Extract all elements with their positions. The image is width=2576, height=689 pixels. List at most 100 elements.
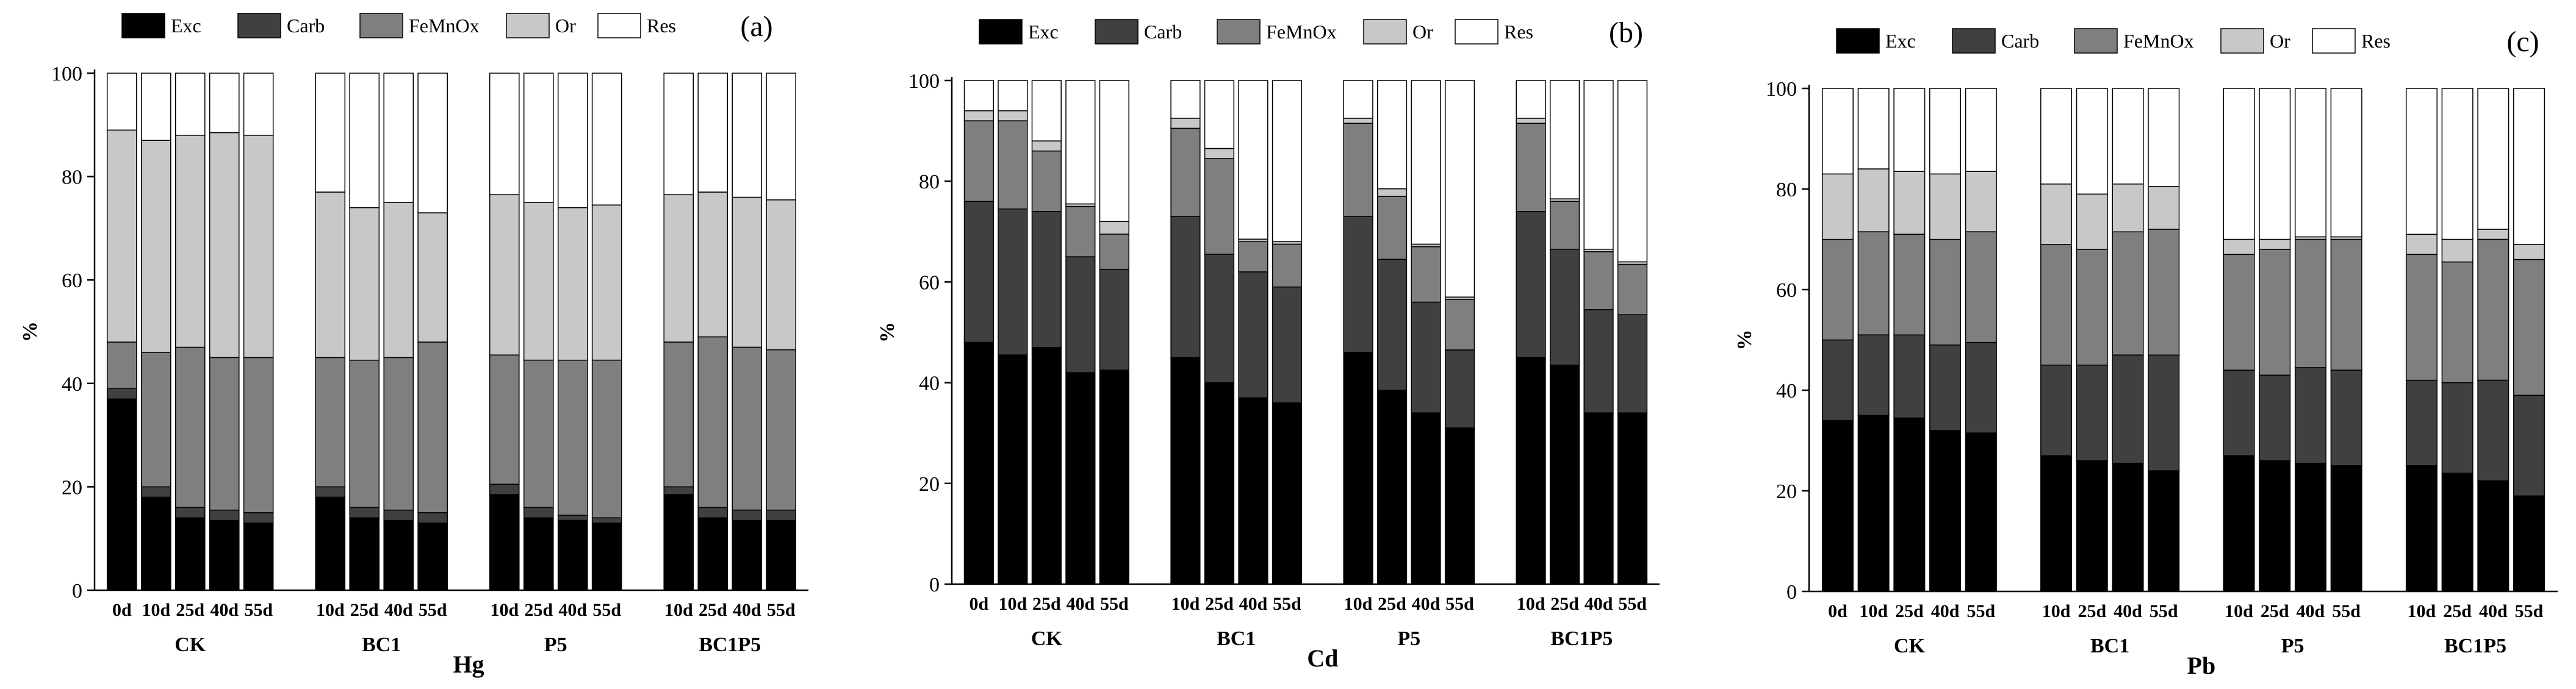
bar-Cd-CK-25d-Res: [1031, 80, 1062, 141]
bar-Cd-CK-55d-Res: [1099, 80, 1129, 223]
group-label-BC1P5: BC1P5: [1550, 627, 1613, 650]
bar-Cd-CK-55d-Or: [1099, 221, 1129, 235]
bar-Hg-CK-40d-Exc: [209, 519, 240, 591]
x-tick-label: 10d: [1344, 594, 1373, 614]
bar-Hg-CK-0d-Res: [106, 73, 137, 131]
bar-Cd-P5-10d-Exc: [1343, 352, 1373, 585]
bar-Cd-P5-25d-Or: [1376, 188, 1408, 197]
bar-Cd-BC1P5-40d-Res: [1583, 80, 1614, 250]
x-tick-label: 25d: [1032, 594, 1061, 614]
x-tick-label: 10d: [2225, 601, 2253, 621]
bar-Pb-BC1-10d-FeMnOx: [2040, 244, 2073, 366]
bar-Pb-BC1-10d-Exc: [2040, 455, 2073, 592]
group-label-BC1P5: BC1P5: [2444, 635, 2506, 657]
group-label-BC1: BC1: [362, 634, 401, 656]
x-tick-label: 55d: [1618, 594, 1647, 614]
x-tick-label: 10d: [999, 594, 1027, 614]
bar-Hg-BC1P5-25d-Or: [697, 191, 729, 338]
x-tick-label: 55d: [1100, 594, 1129, 614]
bar-Hg-BC1P5-55d-Or: [766, 199, 796, 351]
bar-Cd-BC1-55d-Carb: [1272, 286, 1303, 404]
x-tick-label: 55d: [767, 600, 796, 620]
bar-Cd-P5-25d-Carb: [1376, 259, 1408, 391]
bar-Pb-P5-55d-Exc: [2330, 465, 2362, 592]
x-tick-label: 10d: [2042, 601, 2071, 621]
legend-label-Carb: Carb: [287, 15, 325, 37]
bar-Pb-BC1-25d-Exc: [2076, 460, 2108, 592]
bar-Hg-CK-25d-Carb: [174, 507, 206, 519]
bar-Cd-BC1P5-10d-Res: [1516, 80, 1546, 119]
bar-Hg-CK-55d-Or: [243, 135, 274, 359]
bar-Hg-BC1-25d-Or: [349, 207, 380, 361]
x-tick-label: 40d: [1931, 601, 1960, 621]
legend-label-FeMnOx: FeMnOx: [409, 15, 480, 37]
legend-label-FeMnOx: FeMnOx: [1266, 21, 1337, 43]
bar-Hg-BC1P5-40d-FeMnOx: [732, 346, 763, 511]
bar-Cd-BC1P5-25d-Carb: [1549, 248, 1580, 366]
panel-label: (b): [1609, 16, 1643, 49]
bar-Cd-BC1P5-10d-Carb: [1516, 211, 1546, 359]
bar-Pb-BC1-55d-Res: [2148, 88, 2180, 187]
group-label-P5: P5: [2281, 635, 2304, 657]
bar-Hg-BC1-10d-Or: [315, 191, 346, 359]
legend-label-Carb: Carb: [2001, 30, 2039, 52]
bar-Hg-BC1P5-25d-Res: [697, 73, 729, 193]
x-tick-label: 10d: [1517, 594, 1545, 614]
bar-Hg-P5-55d-Carb: [591, 517, 622, 524]
x-tick-label: 25d: [1205, 594, 1234, 614]
x-tick-label: 40d: [1067, 594, 1095, 614]
bar-Pb-P5-40d-Carb: [2294, 367, 2326, 464]
bar-Pb-CK-25d-Res: [1893, 88, 1926, 172]
group-label-BC1P5: BC1P5: [699, 634, 761, 656]
bar-Cd-BC1P5-10d-Or: [1516, 118, 1546, 124]
bar-Hg-BC1P5-55d-FeMnOx: [766, 349, 796, 511]
y-tick-label: 20: [1776, 480, 1797, 503]
legend-label-Carb: Carb: [1144, 21, 1182, 43]
bar-Cd-P5-40d-Carb: [1411, 301, 1441, 413]
bar-Hg-P5-40d-Carb: [557, 515, 588, 521]
bar-Cd-BC1-25d-Res: [1204, 80, 1235, 149]
bar-Hg-BC1-55d-Exc: [417, 523, 448, 591]
legend-swatch-FeMnOx: [1217, 19, 1261, 45]
x-tick-label: 40d: [733, 600, 761, 620]
bar-Hg-P5-55d-Exc: [591, 523, 622, 591]
y-tick-label: 80: [1776, 179, 1797, 201]
y-tick-label: 20: [919, 473, 940, 496]
x-tick-label: 55d: [419, 600, 447, 620]
bar-Hg-BC1P5-55d-Exc: [766, 519, 796, 591]
bar-Cd-P5-10d-Res: [1343, 80, 1373, 119]
bar-Hg-P5-40d-FeMnOx: [557, 359, 588, 516]
legend-swatch-FeMnOx: [2074, 28, 2118, 54]
bar-Hg-P5-25d-FeMnOx: [523, 359, 554, 509]
bar-Pb-P5-40d-Exc: [2294, 462, 2326, 592]
bar-Pb-BC1-55d-Or: [2148, 186, 2180, 230]
bar-Pb-BC1P5-40d-FeMnOx: [2477, 238, 2509, 381]
bar-Hg-P5-25d-Or: [523, 202, 554, 361]
bar-Cd-CK-10d-Or: [998, 110, 1028, 121]
bar-Cd-CK-40d-Exc: [1065, 372, 1096, 585]
bar-Pb-BC1P5-40d-Res: [2477, 88, 2509, 230]
legend-label-Exc: Exc: [1028, 21, 1059, 43]
legend-swatch-Or: [2220, 28, 2264, 54]
bar-Cd-CK-0d-Carb: [963, 201, 994, 343]
bar-Cd-CK-10d-FeMnOx: [998, 120, 1028, 210]
bar-Pb-P5-10d-Carb: [2223, 369, 2255, 457]
bar-Cd-CK-55d-Exc: [1099, 369, 1129, 585]
bar-Pb-P5-25d-Or: [2259, 238, 2291, 250]
bar-Hg-BC1P5-55d-Res: [766, 73, 796, 201]
group-label-P5: P5: [1397, 627, 1420, 650]
y-tick-label: 80: [62, 166, 82, 189]
y-tick-label: 40: [1776, 380, 1797, 402]
bar-Cd-CK-10d-Res: [998, 80, 1028, 112]
bar-Pb-CK-10d-Exc: [1857, 415, 1890, 592]
bar-Cd-CK-0d-Or: [963, 110, 994, 121]
bar-Hg-BC1P5-25d-FeMnOx: [697, 336, 729, 509]
bar-Hg-CK-0d-Carb: [106, 388, 137, 400]
bar-Cd-BC1P5-55d-Exc: [1617, 412, 1648, 585]
x-tick-label: 10d: [2408, 601, 2436, 621]
x-tick-label: 55d: [2150, 601, 2178, 621]
bar-Hg-BC1P5-40d-Or: [732, 196, 763, 348]
bar-Hg-BC1P5-10d-Carb: [663, 486, 694, 495]
bar-Pb-BC1P5-40d-Or: [2477, 229, 2509, 240]
bar-Cd-BC1P5-55d-Res: [1617, 80, 1648, 263]
